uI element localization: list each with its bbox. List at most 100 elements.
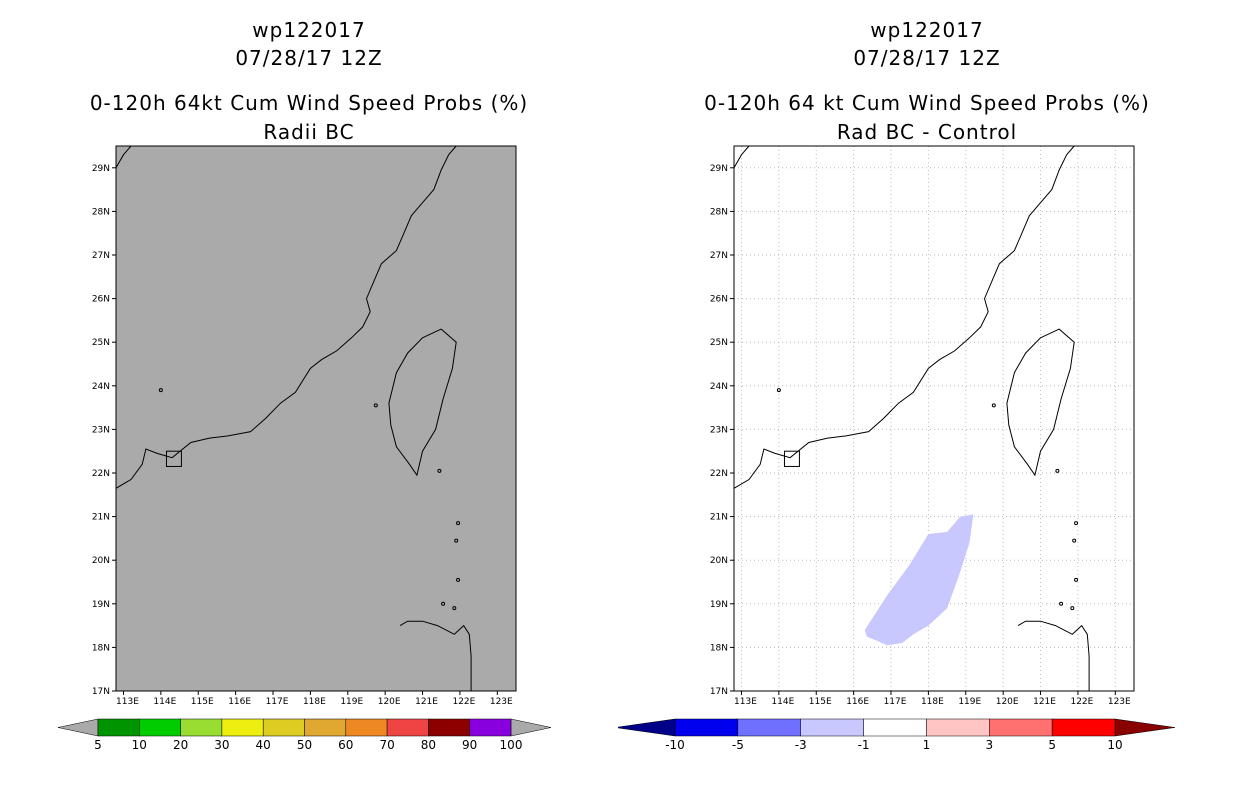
colorbar-swatch — [863, 718, 927, 737]
x-tick-label: 123E — [1108, 697, 1131, 707]
colorbar-swatch — [926, 718, 990, 737]
island — [456, 521, 461, 526]
island — [437, 468, 442, 473]
colorbar-swatch — [800, 718, 864, 737]
x-tick-label: 116E — [846, 697, 869, 707]
island — [1072, 538, 1077, 543]
x-tick-label: 114E — [153, 697, 176, 707]
colorbar-swatch — [139, 718, 181, 737]
colorbar-label: 30 — [214, 738, 229, 752]
y-tick-label: 19N — [92, 600, 110, 610]
x-tick-label: 118E — [303, 697, 326, 707]
map-area — [116, 146, 516, 691]
colorbar-label: -1 — [858, 738, 870, 752]
colorbar-swatch — [674, 718, 739, 737]
chart-subtitle-right: Rad BC - Control — [836, 120, 1018, 144]
coastline-taiwan — [388, 328, 457, 477]
chart-title-right: 0-120h 64 kt Cum Wind Speed Probs (%) — [704, 91, 1150, 115]
x-tick-label: 121E — [415, 697, 438, 707]
y-tick-label: 19N — [710, 600, 728, 610]
y-tick-label: 28N — [92, 207, 110, 217]
y-tick-label: 20N — [710, 556, 728, 566]
coastline-luzon — [399, 620, 472, 692]
colorbar-swatch — [1051, 718, 1116, 737]
island — [452, 606, 457, 611]
colorbar-label: 5 — [1048, 738, 1056, 752]
colorbar-label: 5 — [94, 738, 102, 752]
colorbar-label: 60 — [338, 738, 353, 752]
island — [1055, 468, 1060, 473]
colorbar-label: 10 — [1107, 738, 1122, 752]
y-tick-label: 25N — [92, 338, 110, 348]
map-svg-right: 17N 18N 19N 20N 21N 22N 23N 24N 25N 26N 27N 28N 29N 1… — [618, 145, 1176, 752]
y-tick-label: 21N — [710, 513, 728, 523]
y-tick-label: 17N — [710, 687, 728, 697]
y-tick-label: 21N — [92, 513, 110, 523]
map-svg-left: 17N 18N 19N 20N 21N 22N 23N 24N 25N 26N 27N 28N 29N 1… — [57, 145, 552, 752]
island — [991, 403, 996, 408]
y-tick-label: 27N — [92, 251, 110, 261]
colorbar-swatch — [345, 718, 388, 737]
y-tick-label: 27N — [710, 251, 728, 261]
coastline-north — [733, 145, 750, 169]
colorbar-swatch — [221, 718, 264, 737]
colorbar-swatch — [262, 718, 305, 737]
coastline-taiwan — [1006, 328, 1075, 477]
colorbar-swatch — [428, 718, 470, 737]
colorbar-swatch — [989, 718, 1053, 737]
colorbar-low-arrow — [57, 718, 99, 737]
colorbar-swatch — [180, 718, 223, 737]
datetime-right: 07/28/17 12Z — [853, 46, 1001, 70]
x-tick-label: 119E — [340, 697, 363, 707]
x-tick-label: 122E — [1070, 697, 1093, 707]
panel-radii-bc: 17N 18N 19N 20N 21N 22N 23N 24N 25N 26N 27N 28N 29N 1… — [57, 18, 552, 752]
coastline-luzon — [1017, 620, 1090, 692]
y-tick-label: 24N — [710, 382, 728, 392]
storm-id-left: wp122017 — [252, 18, 366, 42]
colorbar-label: 1 — [923, 738, 931, 752]
chart-title-left: 0-120h 64kt Cum Wind Speed Probs (%) — [89, 91, 529, 115]
x-tick-label: 117E — [266, 697, 289, 707]
coastline-china — [733, 145, 1075, 489]
colorbar-swatch — [469, 718, 512, 737]
colorbar-label: -5 — [732, 738, 744, 752]
island — [1074, 577, 1079, 582]
colorbar-label: 10 — [132, 738, 147, 752]
colorbar-label: -3 — [795, 738, 807, 752]
chart-subtitle-left: Radii BC — [263, 120, 355, 144]
x-tick-label: 121E — [1033, 697, 1056, 707]
hong-kong-box — [783, 450, 800, 467]
colorbar-swatch — [97, 718, 140, 737]
coastline-north — [115, 145, 132, 169]
y-tick-label: 29N — [92, 164, 110, 174]
x-tick-label: 123E — [490, 697, 513, 707]
colorbar-label: 100 — [500, 738, 523, 752]
island — [441, 601, 446, 606]
colorbar-swatch — [737, 718, 801, 737]
colorbar-label: 50 — [297, 738, 312, 752]
y-tick-label: 17N — [92, 687, 110, 697]
island — [456, 577, 461, 582]
x-tick-label: 118E — [921, 697, 944, 707]
panel-rad-bc-control: 17N 18N 19N 20N 21N 22N 23N 24N 25N 26N 27N 28N 29N 1… — [618, 0, 1236, 800]
anomaly-region — [864, 514, 974, 646]
x-tick-label: 114E — [771, 697, 794, 707]
y-tick-label: 29N — [710, 164, 728, 174]
colorbar-label: 80 — [421, 738, 436, 752]
island — [1059, 601, 1064, 606]
colorbar-label: -10 — [665, 738, 685, 752]
island — [454, 538, 459, 543]
datetime-left: 07/28/17 12Z — [235, 46, 383, 70]
coastline-china — [115, 145, 457, 489]
y-tick-label: 22N — [92, 469, 110, 479]
y-tick-label: 28N — [710, 207, 728, 217]
colorbar-label: 40 — [256, 738, 271, 752]
map-frame — [733, 145, 1135, 692]
y-tick-label: 20N — [92, 556, 110, 566]
island — [1070, 606, 1075, 611]
colorbar-label: 90 — [462, 738, 477, 752]
colorbar-swatch — [304, 718, 347, 737]
x-tick-label: 115E — [191, 697, 214, 707]
y-tick-label: 26N — [92, 295, 110, 305]
y-tick-label: 26N — [710, 295, 728, 305]
